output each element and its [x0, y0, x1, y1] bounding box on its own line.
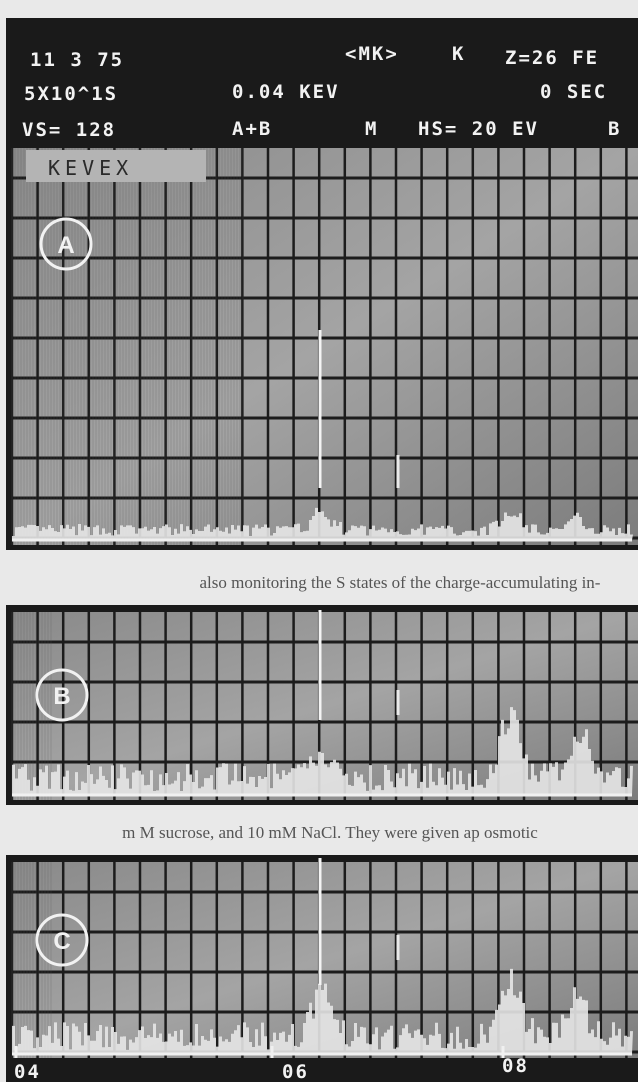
x-axis-label: 06 [282, 1061, 309, 1082]
header-text: 0 SEC [540, 81, 607, 103]
header-text: A+B [232, 118, 272, 140]
panel-label: A [57, 232, 74, 259]
grids [12, 148, 638, 1058]
panel [12, 610, 638, 800]
header-text: M [365, 118, 378, 140]
header-text: K [452, 43, 465, 65]
x-axis-label: 04 [14, 1061, 41, 1082]
header-text: HS= 20 EV [418, 118, 539, 140]
header-text: B [608, 118, 621, 140]
header-text: 5X10^1S [24, 83, 118, 105]
header-text: Z=26 FE [505, 47, 599, 69]
panel [12, 148, 638, 545]
header-text: 0.04 KEV [232, 81, 340, 103]
bleed-text: also monitoring the S states of the char… [200, 573, 601, 592]
panel-label: C [53, 928, 70, 955]
panel [12, 858, 638, 1058]
screen [12, 148, 638, 545]
bleed-text: m M sucrose, and 10 mM NaCl. They were g… [122, 823, 538, 842]
figure: also monitoring the S states of the char… [0, 0, 638, 1082]
screen-label: KEVEX [48, 156, 133, 180]
x-axis-label: 08 [502, 1055, 529, 1077]
header-text: VS= 128 [22, 119, 116, 141]
panel-label: B [53, 683, 70, 710]
header-text: <MK> [345, 43, 399, 65]
header-text: 11 3 75 [30, 49, 124, 71]
